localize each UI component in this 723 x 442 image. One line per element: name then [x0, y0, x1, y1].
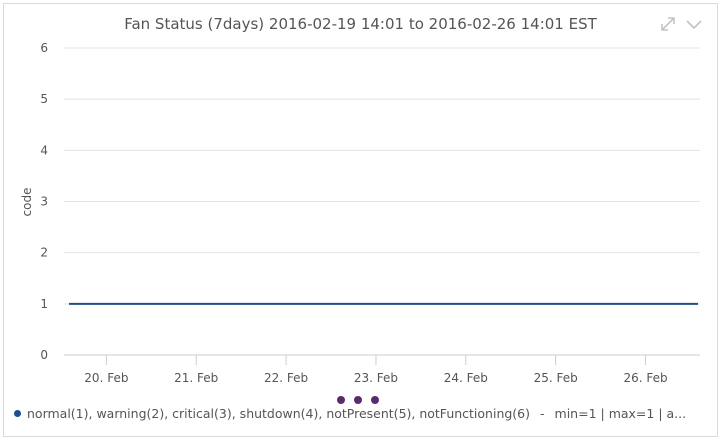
x-tick-label: 25. Feb — [534, 371, 578, 385]
x-tick-label: 23. Feb — [354, 371, 398, 385]
chevron-down-icon[interactable] — [685, 15, 703, 33]
y-tick-label: 1 — [40, 297, 48, 311]
y-tick-label: 3 — [40, 195, 48, 209]
y-tick-label: 6 — [40, 41, 48, 55]
chart-widget: Fan Status (7days) 2016-02-19 14:01 to 2… — [3, 3, 718, 437]
y-axis-ticks: 0 1 2 3 4 5 6 — [40, 41, 48, 362]
x-tick-label: 22. Feb — [264, 371, 308, 385]
expand-icon[interactable] — [659, 15, 677, 33]
y-tick-label: 0 — [40, 348, 48, 362]
legend[interactable]: normal(1), warning(2), critical(3), shut… — [14, 406, 694, 421]
widget-controls — [659, 15, 703, 33]
x-axis-ticks: 20. Feb 21. Feb 22. Feb 23. Feb 24. Feb 25. F… — [84, 355, 668, 385]
legend-series-name: normal(1), warning(2), critical(3), shut… — [27, 406, 531, 421]
x-tick-label: 20. Feb — [84, 371, 128, 385]
pager-dot[interactable] — [337, 396, 345, 404]
legend-marker — [14, 410, 21, 417]
x-tick-label: 21. Feb — [174, 371, 218, 385]
pager-dot[interactable] — [371, 396, 379, 404]
x-tick-label: 24. Feb — [444, 371, 488, 385]
grid-lines — [64, 47, 700, 356]
pager-dot[interactable] — [354, 396, 362, 404]
legend-stats: min=1 | max=1 | a... — [554, 406, 687, 421]
y-axis-label: code — [20, 188, 34, 217]
legend-pager — [337, 396, 379, 404]
y-tick-label: 2 — [40, 246, 48, 260]
chart-title: Fan Status (7days) 2016-02-19 14:01 to 2… — [124, 15, 597, 33]
x-tick-label: 26. Feb — [623, 371, 667, 385]
y-tick-label: 5 — [40, 92, 48, 106]
legend-separator: - — [540, 406, 545, 421]
y-tick-label: 4 — [40, 143, 48, 157]
